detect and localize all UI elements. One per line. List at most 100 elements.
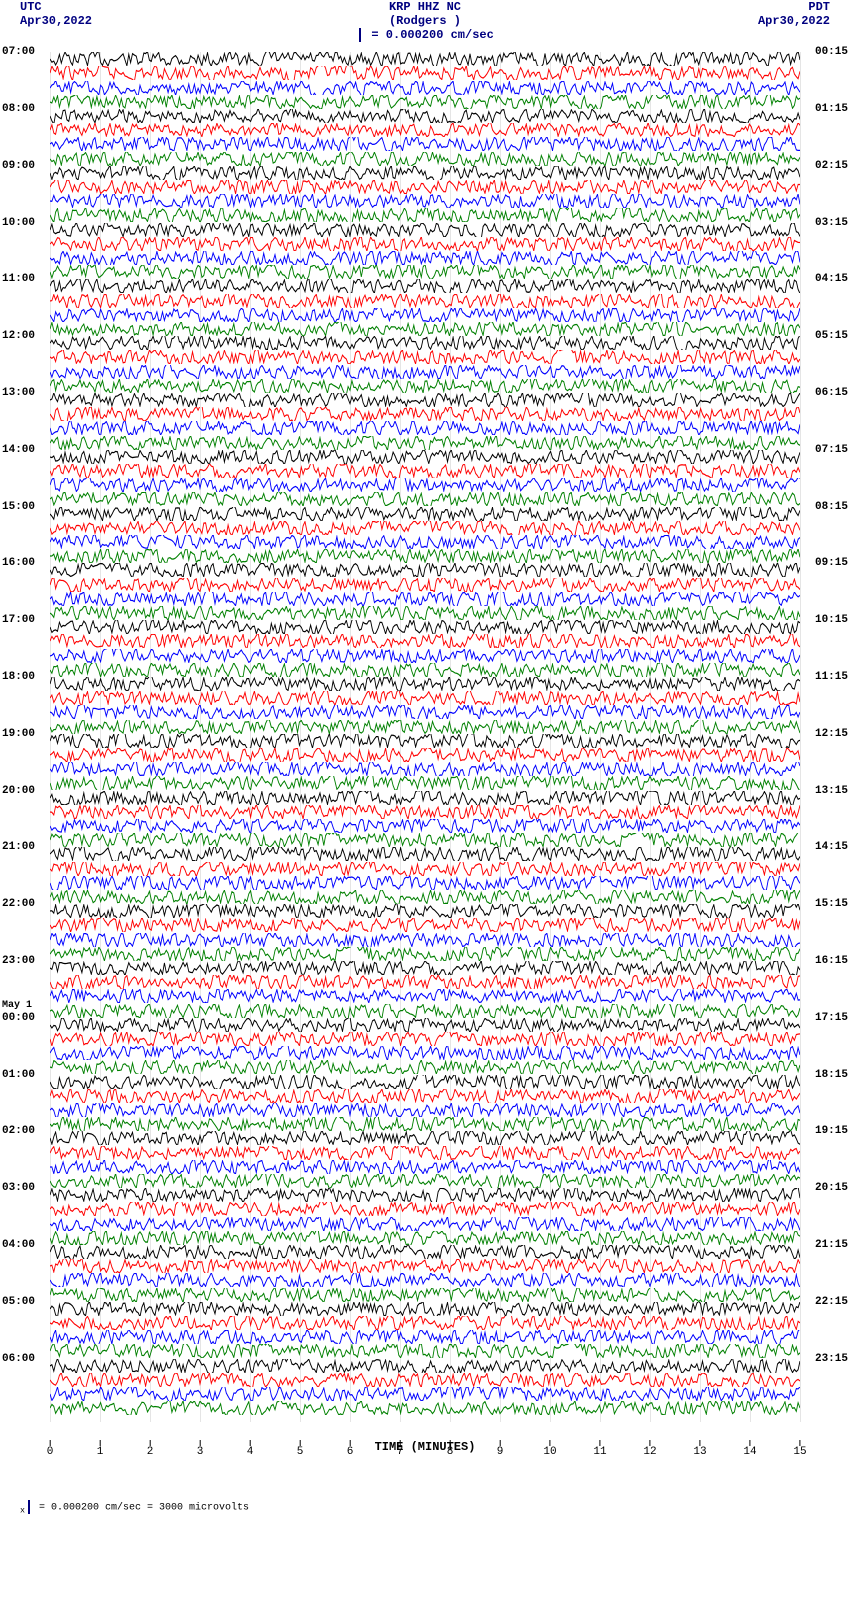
trace-row <box>50 947 800 961</box>
trace-row <box>50 549 800 563</box>
seismic-trace <box>50 137 800 151</box>
seismic-trace <box>50 308 800 322</box>
time-label-utc: 10:00 <box>2 217 35 229</box>
trace-row: 04:0021:15 <box>50 1245 800 1259</box>
trace-row: 10:0003:15 <box>50 223 800 237</box>
seismic-trace <box>50 237 800 251</box>
seismic-trace <box>50 436 800 450</box>
seismic-trace <box>50 521 800 535</box>
trace-row <box>50 521 800 535</box>
seismic-trace <box>50 663 800 677</box>
time-label-utc: 11:00 <box>2 273 35 285</box>
seismic-trace <box>50 166 800 180</box>
x-tick: 2 <box>147 1440 154 1458</box>
seismic-trace <box>50 109 800 123</box>
trace-row <box>50 805 800 819</box>
trace-row <box>50 350 800 364</box>
trace-row <box>50 1330 800 1344</box>
seismic-trace <box>50 862 800 876</box>
seismic-trace <box>50 904 800 918</box>
trace-row <box>50 237 800 251</box>
trace-row <box>50 1217 800 1231</box>
trace-row <box>50 1004 800 1018</box>
seismic-trace <box>50 1032 800 1046</box>
seismic-trace <box>50 1103 800 1117</box>
x-tick: 7 <box>397 1440 404 1458</box>
scale-indicator: = 0.000200 cm/sec <box>356 28 494 42</box>
seismic-trace <box>50 592 800 606</box>
x-tick-label: 14 <box>743 1446 756 1458</box>
seismic-trace <box>50 1174 800 1188</box>
trace-row <box>50 776 800 790</box>
trace-row <box>50 365 800 379</box>
x-tick-label: 8 <box>447 1446 454 1458</box>
seismic-trace <box>50 1373 800 1387</box>
trace-row <box>50 890 800 904</box>
seismic-trace <box>50 365 800 379</box>
time-label-pdt: 22:15 <box>815 1296 848 1308</box>
seismic-trace <box>50 791 800 805</box>
gridline <box>800 52 801 1422</box>
trace-row: 14:0007:15 <box>50 450 800 464</box>
seismic-trace <box>50 947 800 961</box>
x-tick: 4 <box>247 1440 254 1458</box>
seismic-trace <box>50 450 800 464</box>
seismic-trace <box>50 705 800 719</box>
trace-row: 23:0016:15 <box>50 961 800 975</box>
seismic-trace <box>50 1316 800 1330</box>
seismic-trace <box>50 180 800 194</box>
x-tick: 15 <box>793 1440 806 1458</box>
x-tick-label: 9 <box>497 1446 504 1458</box>
seismic-trace <box>50 1259 800 1273</box>
x-tick: 9 <box>497 1440 504 1458</box>
trace-row: 11:0004:15 <box>50 279 800 293</box>
trace-row <box>50 81 800 95</box>
seismic-trace <box>50 294 800 308</box>
trace-row <box>50 180 800 194</box>
trace-row <box>50 1373 800 1387</box>
trace-row <box>50 1316 800 1330</box>
seismic-trace <box>50 1075 800 1089</box>
trace-row <box>50 1117 800 1131</box>
x-tick: 0 <box>47 1440 54 1458</box>
time-label-pdt: 15:15 <box>815 898 848 910</box>
x-axis-label: TIME (MINUTES) <box>50 1440 800 1454</box>
seismic-trace <box>50 279 800 293</box>
trace-row <box>50 478 800 492</box>
seismic-trace <box>50 890 800 904</box>
trace-row <box>50 705 800 719</box>
x-tick-label: 15 <box>793 1446 806 1458</box>
time-label-utc: 03:00 <box>2 1182 35 1194</box>
trace-row <box>50 95 800 109</box>
seismic-trace <box>50 492 800 506</box>
time-label-pdt: 07:15 <box>815 444 848 456</box>
x-tick-label: 2 <box>147 1446 154 1458</box>
seismic-trace <box>50 194 800 208</box>
trace-row <box>50 1401 800 1415</box>
seismic-trace <box>50 819 800 833</box>
time-label-utc: 00:00 <box>2 1012 35 1024</box>
seismic-trace <box>50 634 800 648</box>
time-label-utc: 17:00 <box>2 614 35 626</box>
footer: x = 0.000200 cm/sec = 3000 microvolts <box>0 1480 850 1536</box>
trace-row: 20:0013:15 <box>50 791 800 805</box>
x-tick: 13 <box>693 1440 706 1458</box>
seismic-trace <box>50 1117 800 1131</box>
time-label-pdt: 19:15 <box>815 1125 848 1137</box>
seismic-trace <box>50 223 800 237</box>
time-label-utc: 21:00 <box>2 841 35 853</box>
seismic-trace <box>50 1273 800 1287</box>
seismic-trace <box>50 336 800 350</box>
trace-row <box>50 663 800 677</box>
time-label-pdt: 09:15 <box>815 557 848 569</box>
seismic-trace <box>50 379 800 393</box>
trace-row <box>50 1060 800 1074</box>
time-label-pdt: 04:15 <box>815 273 848 285</box>
trace-row <box>50 535 800 549</box>
tz-left-label: UTC <box>20 0 92 14</box>
seismic-trace <box>50 776 800 790</box>
trace-row: 16:0009:15 <box>50 563 800 577</box>
x-tick: 8 <box>447 1440 454 1458</box>
seismic-trace <box>50 748 800 762</box>
time-label-utc: 16:00 <box>2 557 35 569</box>
